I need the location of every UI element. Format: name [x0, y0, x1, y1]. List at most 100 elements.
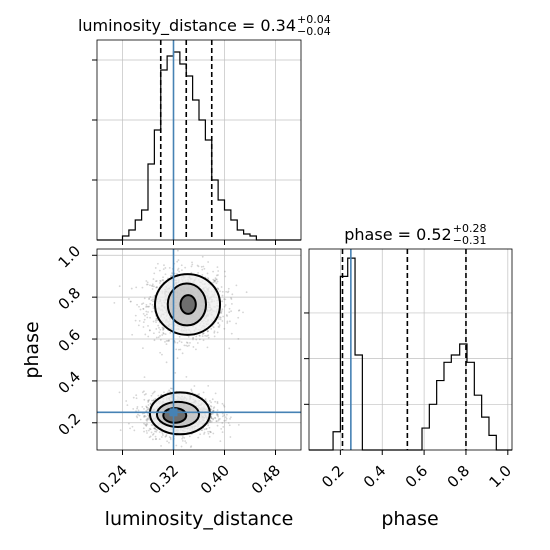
joint-sample-point: [135, 394, 138, 397]
joint-sample-point: [147, 311, 149, 313]
joint-sample-point: [202, 265, 205, 268]
joint-sample-point: [195, 335, 198, 338]
joint-sample-point: [200, 429, 203, 432]
joint-sample-point: [171, 272, 173, 275]
joint-sample-point: [162, 332, 165, 334]
joint-sample-point: [237, 316, 240, 319]
joint-sample-point: [143, 407, 145, 410]
joint-sample-point: [119, 429, 122, 432]
joint-sample-point: [237, 337, 240, 340]
phase-bin: [333, 432, 340, 450]
joint-sample-point: [223, 414, 226, 417]
joint-sample-point: [185, 341, 188, 344]
joint-sample-point: [181, 269, 183, 272]
joint-sample-point: [154, 435, 157, 438]
joint-sample-point: [153, 427, 156, 430]
joint-sample-point: [138, 320, 141, 322]
joint-sample-point: [216, 331, 219, 334]
joint-sample-point: [160, 436, 163, 438]
joint-sample-point: [148, 329, 151, 332]
joint-sample-point: [191, 263, 194, 266]
joint-sample-point: [169, 436, 172, 439]
joint-sample-point: [146, 420, 148, 422]
joint-sample-point: [155, 438, 158, 440]
joint-sample-point: [142, 427, 145, 430]
joint-sample-point: [150, 424, 153, 426]
phase-bin: [474, 395, 481, 450]
joint-sample-point: [130, 287, 133, 290]
joint-sample-point: [175, 444, 178, 447]
joint-sample-point: [152, 298, 154, 301]
distance-bin: [161, 70, 167, 240]
joint-sample-point: [141, 303, 143, 305]
joint-sample-point: [142, 302, 145, 305]
joint-sample-point: [158, 438, 161, 441]
distance-bin: [142, 210, 148, 240]
joint-sample-point: [178, 340, 181, 343]
joint-sample-point: [162, 327, 164, 330]
joint-sample-point: [213, 335, 216, 338]
joint-sample-point: [209, 419, 212, 422]
joint-sample-point: [213, 330, 216, 333]
joint-sample-point: [199, 334, 201, 337]
joint-sample-point: [176, 260, 179, 263]
joint-y-tick-label: 0.6: [55, 326, 85, 356]
joint-sample-point: [218, 324, 221, 327]
joint-sample-point: [161, 432, 164, 435]
joint-sample-point: [193, 385, 196, 387]
joint-sample-point: [230, 310, 233, 313]
joint-sample-point: [176, 272, 178, 275]
joint-sample-point: [242, 311, 244, 314]
joint-sample-point: [163, 264, 165, 267]
joint-sample-point: [166, 340, 169, 342]
joint-sample-point: [143, 297, 146, 300]
joint-sample-point: [156, 319, 159, 322]
joint-sample-point: [206, 346, 209, 349]
joint-sample-point: [214, 392, 217, 395]
joint-sample-point: [169, 387, 172, 390]
distance-bin: [225, 210, 231, 240]
phase-xlabel: phase: [381, 508, 438, 530]
joint-sample-point: [201, 429, 204, 432]
joint-sample-point: [220, 312, 223, 314]
joint-sample-point: [147, 429, 150, 432]
joint-sample-point: [213, 280, 216, 282]
joint-sample-point: [164, 341, 166, 343]
joint-sample-point: [221, 422, 224, 424]
joint-sample-point: [118, 285, 121, 288]
joint-sample-point: [223, 298, 226, 301]
joint-sample-point: [216, 287, 218, 290]
joint-sample-point: [151, 283, 154, 286]
joint-sample-point: [201, 335, 204, 338]
joint-sample-point: [165, 361, 168, 364]
joint-sample-point: [216, 400, 219, 403]
joint-sample-point: [145, 303, 148, 306]
joint-sample-point: [181, 437, 184, 440]
phase-frame: [308, 248, 513, 451]
joint-sample-point: [211, 412, 214, 415]
joint-sample-point: [161, 334, 164, 336]
joint-sample-point: [145, 419, 148, 421]
joint-sample-point: [147, 414, 149, 416]
joint-sample-point: [152, 320, 155, 323]
joint-contour: [166, 282, 208, 327]
joint-sample-point: [153, 294, 156, 297]
joint-sample-point: [198, 334, 201, 337]
joint-sample-point: [151, 392, 154, 395]
joint-sample-point: [180, 445, 183, 448]
distance-bin: [193, 100, 199, 240]
distance-bin: [212, 180, 218, 240]
distance-bin: [135, 220, 141, 240]
joint-sample-point: [212, 270, 215, 273]
joint-sample-point: [197, 394, 200, 397]
joint-sample-point: [187, 335, 190, 338]
joint-sample-point: [127, 422, 130, 425]
joint-sample-point: [203, 431, 206, 434]
joint-sample-point: [223, 419, 226, 422]
joint-sample-point: [224, 270, 226, 273]
joint-sample-point: [185, 375, 188, 378]
joint-sample-point: [137, 409, 140, 412]
joint-sample-point: [216, 402, 219, 405]
joint-sample-point: [144, 314, 146, 317]
joint-sample-point: [162, 332, 165, 335]
